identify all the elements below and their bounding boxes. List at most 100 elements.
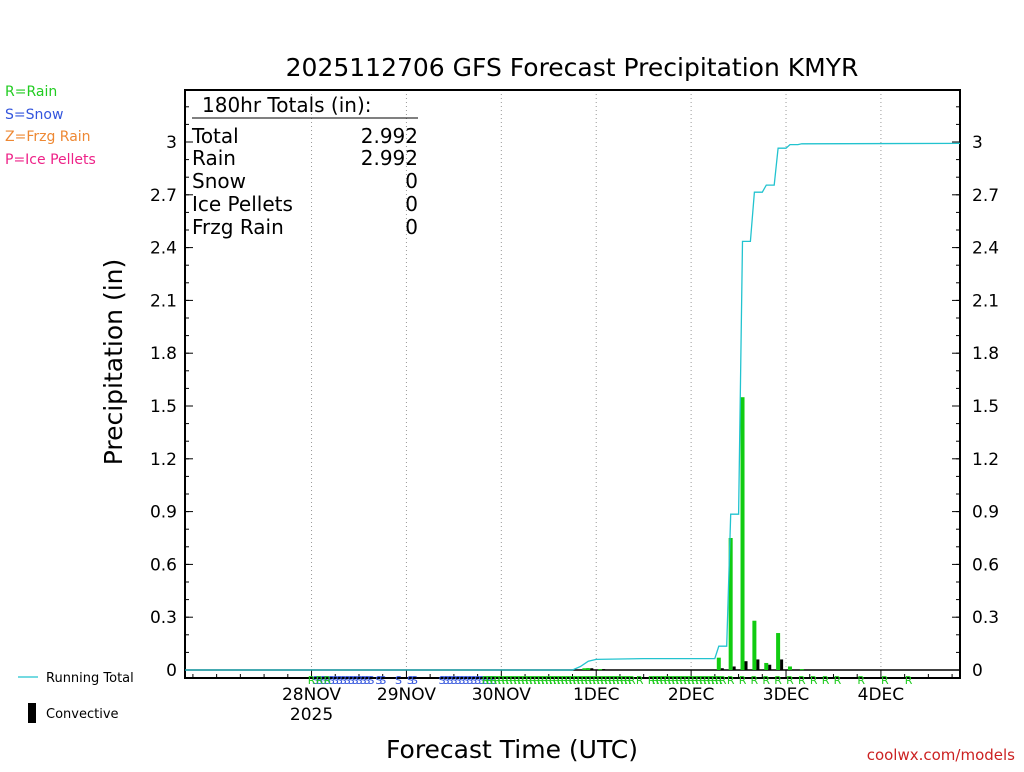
precip-type-marker: S — [474, 674, 481, 687]
precip-type-marker: R — [798, 674, 806, 687]
precip-bar — [716, 657, 721, 670]
precip-type-marker: R — [751, 674, 759, 687]
precip-type-marker: R — [719, 674, 727, 687]
y-tick-label-left: 0 — [166, 661, 177, 681]
precip-bar — [740, 397, 745, 670]
totals-label-snow: Snow — [192, 169, 246, 193]
y-tick-label-right: 2.1 — [972, 291, 999, 311]
y-tick-label-right: 0.3 — [972, 608, 999, 628]
precip-type-marker: R — [691, 674, 699, 687]
precip-type-marker: S — [407, 674, 414, 687]
convective-bar — [602, 669, 606, 671]
y-tick-label-left: 2.4 — [150, 239, 177, 259]
precip-type-marker: R — [628, 674, 636, 687]
precip-type-marker: R — [762, 674, 770, 687]
precip-type-marker: S — [363, 674, 370, 687]
totals-value-freezing-rain: 0 — [405, 215, 418, 239]
precip-type-marker: S — [355, 674, 362, 687]
x-tick-label: 1DEC — [573, 685, 620, 705]
legend-freezing-rain: Z=Frzg Rain — [5, 129, 91, 145]
precip-type-marker: R — [687, 674, 695, 687]
precip-type-marker: R — [668, 674, 676, 687]
precip-type-marker: R — [624, 674, 632, 687]
x-tick-label: 29NOV — [377, 685, 436, 705]
precip-type-marker: R — [549, 674, 557, 687]
x-tick-sublabel: 2025 — [290, 705, 333, 725]
precip-type-marker: R — [656, 674, 664, 687]
convective-bar — [744, 661, 748, 670]
running-total-legend-label: Running Total — [46, 671, 134, 686]
precip-type-marker: R — [715, 674, 723, 687]
precip-type-marker: R — [786, 674, 794, 687]
precip-type-marker: S — [332, 674, 339, 687]
precip-type-marker: S — [411, 674, 418, 687]
precip-type-marker: R — [695, 674, 703, 687]
y-axis: 0 00.3 0.30.6 0.60.9 0.91.2 1.21.5 1.51.8 1.82.… — [150, 106, 999, 681]
precip-type-marker: R — [513, 674, 521, 687]
precip-type-marker: S — [340, 674, 347, 687]
totals-label-total: Total — [191, 124, 239, 148]
precip-type-marker: R — [537, 674, 545, 687]
precip-bar — [764, 662, 769, 670]
precip-type-marker: S — [439, 674, 446, 687]
precip-type-marker: R — [857, 674, 865, 687]
precip-type-marker: R — [834, 674, 842, 687]
precip-type-marker: S — [486, 674, 493, 687]
precip-type-marker: R — [486, 674, 494, 687]
precip-type-marker: R — [636, 674, 644, 687]
precip-type-marker: S — [478, 674, 485, 687]
totals-label-ice-pellets: Ice Pellets — [192, 192, 293, 216]
precip-type-marker: S — [462, 674, 469, 687]
precip-type-marker: R — [822, 674, 830, 687]
precip-type-marker: R — [648, 674, 656, 687]
convective-bar — [590, 668, 594, 670]
precip-type-marker: R — [497, 674, 505, 687]
precip-type-marker: R — [509, 674, 517, 687]
y-tick-label-left: 2.1 — [150, 291, 177, 311]
precip-type-marker: R — [703, 674, 711, 687]
precip-type-marker: R — [905, 674, 913, 687]
y-axis-title: Precipitation (in) — [99, 259, 128, 466]
precip-type-marker: S — [352, 674, 359, 687]
precip-type-marker: S — [446, 674, 453, 687]
precip-type-marker: R — [324, 674, 332, 687]
precip-type-marker: R — [739, 674, 747, 687]
precip-type-marker: R — [557, 674, 565, 687]
y-tick-label-left: 1.5 — [150, 397, 177, 417]
precip-type-marker: S — [328, 674, 335, 687]
totals-header: 180hr Totals (in): — [202, 93, 372, 117]
precip-type-marker: R — [588, 674, 596, 687]
precip-bar — [752, 620, 757, 670]
precip-type-marker: R — [727, 674, 735, 687]
totals-box: 180hr Totals (in): Total 2.992 Rain 2.99… — [191, 93, 418, 239]
x-tick-label: 4DEC — [858, 685, 905, 705]
precip-type-marker: S — [324, 674, 331, 687]
precip-type-marker: R — [671, 674, 679, 687]
convective-bar — [768, 664, 772, 670]
legend-ice-pellets: P=Ice Pellets — [5, 152, 96, 168]
x-axis-title: Forecast Time (UTC) — [386, 735, 638, 764]
precip-type-marker: R — [683, 674, 691, 687]
y-tick-label-left: 0.9 — [150, 503, 177, 523]
precip-type-marker: R — [707, 674, 715, 687]
y-tick-label-right: 1.8 — [972, 344, 999, 364]
running-total-line — [185, 142, 961, 671]
precip-type-marker: R — [664, 674, 672, 687]
precip-type-marker: R — [699, 674, 707, 687]
precip-type-marker: S — [458, 674, 465, 687]
credit-text: coolwx.com/models — [867, 746, 1015, 764]
precip-bar — [598, 669, 603, 671]
totals-value-total: 2.992 — [361, 124, 418, 148]
precip-type-marker: S — [454, 674, 461, 687]
y-tick-label-right: 0.9 — [972, 503, 999, 523]
precip-type-marker: R — [553, 674, 561, 687]
precip-type-marker: S — [375, 674, 382, 687]
totals-label-rain: Rain — [192, 146, 236, 170]
legend-rain: R=Rain — [5, 84, 57, 100]
precip-type-marker: R — [316, 674, 324, 687]
precip-type-marker: S — [395, 674, 402, 687]
y-tick-label-right: 3 — [972, 133, 983, 153]
precip-type-marker: R — [565, 674, 573, 687]
